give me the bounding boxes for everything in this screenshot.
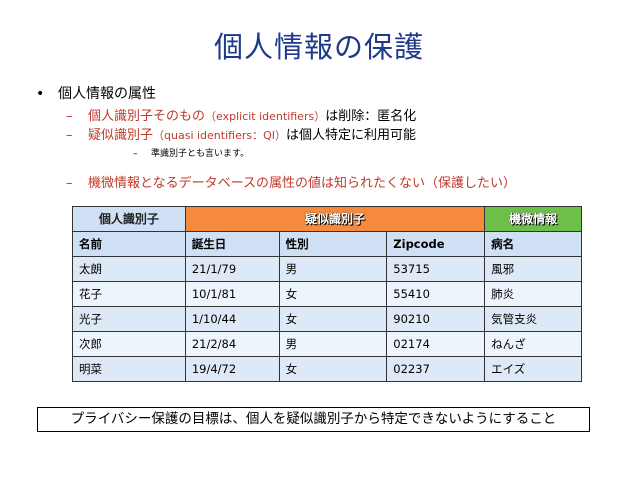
explicit-english: （explicit identifiers）	[205, 110, 326, 123]
slide-title: 個人情報の保護	[213, 30, 424, 64]
goal-statement-box: プライバシー保護の目標は、個人を疑似識別子から特定できないようにすること	[37, 407, 590, 432]
table-cell: 女	[278, 356, 388, 382]
sub-bullet-sensitive: – 機微情報となるデータベースの属性の値は知られたくない（保護したい）	[66, 172, 516, 191]
bullet-text: 個人情報の属性	[58, 86, 156, 102]
bullet-dot: •	[36, 86, 45, 102]
quasi-note: は個人特定に利用可能	[286, 128, 417, 143]
quasi-label: 疑似識別子	[88, 128, 154, 143]
table-cell: 次郎	[72, 331, 186, 357]
aka-text: 準識別子とも言います。	[151, 149, 250, 159]
dash-marker: –	[66, 128, 73, 143]
explicit-label: 個人識別子そのもの	[88, 109, 206, 124]
quasi-english: （quasi identifiers：QI）	[153, 129, 286, 142]
column-header: 名前	[72, 231, 186, 257]
column-header: Zipcode	[386, 231, 486, 257]
explicit-note: は削除：匿名化	[325, 109, 417, 124]
table-cell: 19/4/72	[184, 356, 280, 382]
table-cell: 光子	[72, 306, 186, 332]
table-cell: 男	[278, 256, 388, 282]
table-row: 次郎 21/2/84 男 02174 ねんざ	[72, 331, 582, 357]
table-cell: 肺炎	[484, 281, 582, 307]
dash-marker: –	[66, 176, 73, 191]
table-cell: 女	[278, 281, 388, 307]
column-header-row: 名前 誕生日 性別 Zipcode 病名	[72, 231, 582, 257]
table-cell: 気管支炎	[484, 306, 582, 332]
sub-sub-bullet-aka: – 準識別子とも言います。	[133, 146, 249, 159]
table-cell: 21/2/84	[184, 331, 280, 357]
category-header-row: 個人識別子 疑似識別子 機微情報	[72, 206, 582, 232]
table-row: 光子 1/10/44 女 90210 気管支炎	[72, 306, 582, 332]
table-cell: 55410	[386, 281, 486, 307]
table-cell: 男	[278, 331, 388, 357]
data-table: 個人識別子 疑似識別子 機微情報 名前 誕生日 性別 Zipcode 病名 太朗…	[72, 206, 582, 382]
sensitive-text: 機微情報となるデータベースの属性の値は知られたくない（保護したい）	[88, 176, 516, 191]
sub-bullet-quasi: – 疑似識別子（quasi identifiers：QI）は個人特定に利用可能	[66, 124, 416, 143]
category-identifier: 個人識別子	[72, 206, 186, 232]
category-quasi-identifier: 疑似識別子	[184, 206, 486, 232]
table-cell: 21/1/79	[184, 256, 280, 282]
table-cell: 10/1/81	[184, 281, 280, 307]
table-cell: エイズ	[484, 356, 582, 382]
table-cell: 風邪	[484, 256, 582, 282]
table-row: 太朗 21/1/79 男 53715 風邪	[72, 256, 582, 282]
column-header: 誕生日	[184, 231, 280, 257]
table-row: 明菜 19/4/72 女 02237 エイズ	[72, 356, 582, 382]
table-cell: 1/10/44	[184, 306, 280, 332]
table-row: 花子 10/1/81 女 55410 肺炎	[72, 281, 582, 307]
table-cell: 女	[278, 306, 388, 332]
dash-marker: –	[133, 149, 138, 159]
table-cell: 花子	[72, 281, 186, 307]
bullet-attributes: • 個人情報の属性	[36, 83, 156, 103]
column-header: 性別	[278, 231, 388, 257]
dash-marker: –	[66, 109, 73, 124]
table-cell: ねんざ	[484, 331, 582, 357]
table-cell: 90210	[386, 306, 486, 332]
table-cell: 53715	[386, 256, 486, 282]
table-cell: 02174	[386, 331, 486, 357]
table-cell: 02237	[386, 356, 486, 382]
table-cell: 明菜	[72, 356, 186, 382]
category-sensitive: 機微情報	[484, 206, 582, 232]
sub-bullet-explicit: – 個人識別子そのもの（explicit identifiers）は削除：匿名化	[66, 105, 416, 124]
column-header: 病名	[484, 231, 582, 257]
table-cell: 太朗	[72, 256, 186, 282]
